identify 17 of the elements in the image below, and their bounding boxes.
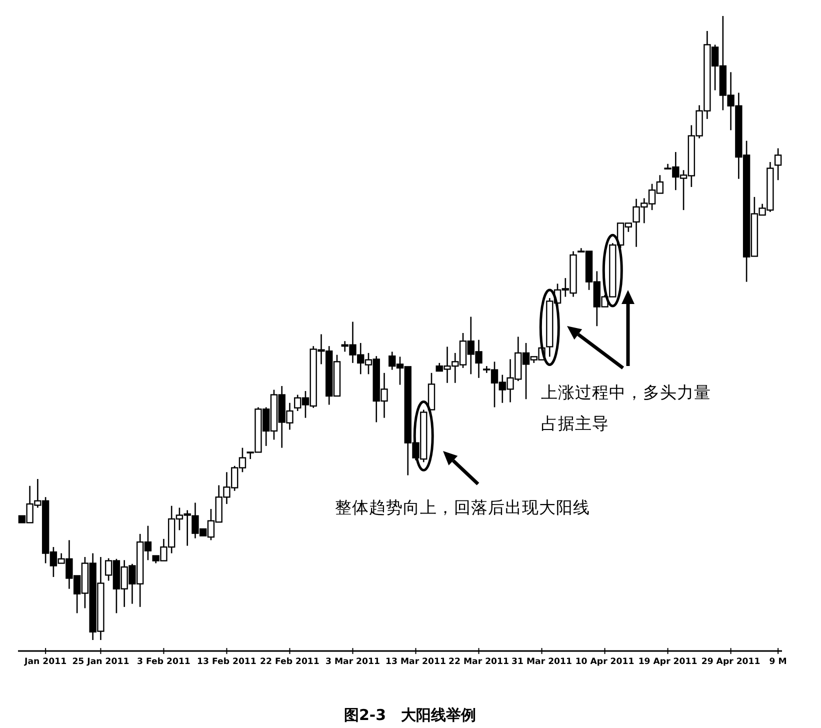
x-tick-label: 19 Apr 2011 — [638, 657, 698, 667]
x-tick-label: 25 Jan 2011 — [72, 657, 130, 667]
x-tick-label: 31 Mar 2011 — [512, 657, 572, 667]
candlestick — [428, 372, 436, 410]
x-tick-label: 9 M — [769, 657, 787, 667]
x-tick-label: 3 Mar 2011 — [326, 657, 380, 667]
x-tick-label: 22 Mar 2011 — [448, 657, 510, 667]
x-tick-label: 13 Mar 2011 — [386, 657, 446, 667]
x-tick-label: Jan 2011 — [24, 657, 67, 667]
x-tick-label: 3 Feb 2011 — [137, 657, 190, 667]
x-tick-label: 22 Feb 2011 — [260, 657, 320, 667]
annotation: 整体趋势向上，回落后出现大阳线 — [335, 498, 590, 517]
x-tick-label: 29 Apr 2011 — [701, 657, 760, 667]
annotation: 上涨过程中，多头力量占据主导 — [541, 383, 711, 433]
x-tick-label: 10 Apr 2011 — [575, 657, 634, 667]
x-tick-label: 13 Feb 2011 — [197, 657, 256, 667]
text: 图2-3 大阳线举例 — [344, 706, 476, 724]
